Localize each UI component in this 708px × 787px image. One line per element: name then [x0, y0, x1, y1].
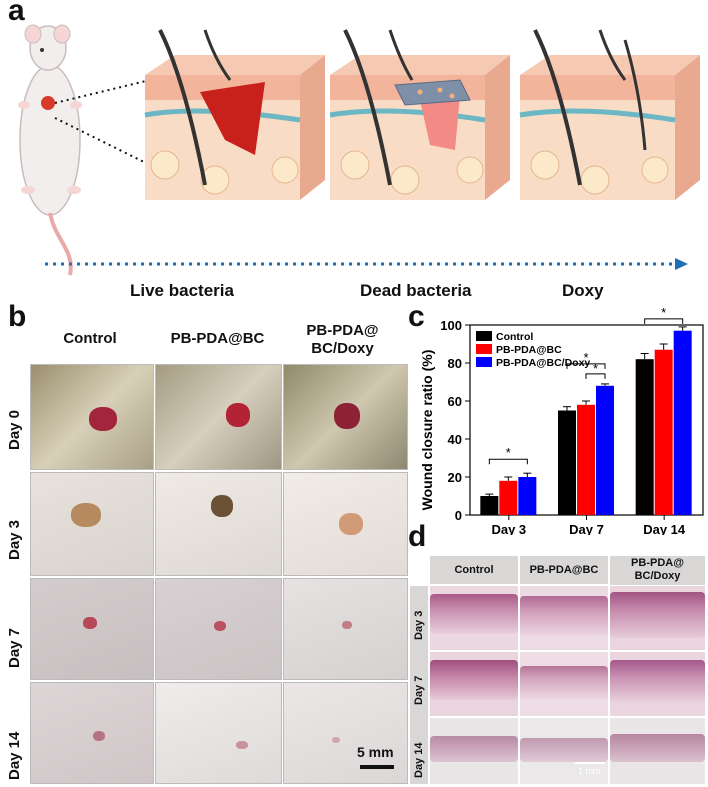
histology-image: [610, 586, 705, 650]
bar: [635, 359, 654, 515]
legend-live-bacteria: Live bacteria: [130, 281, 234, 300]
bar: [654, 349, 673, 515]
wound-photo: [30, 578, 154, 680]
y-tick-label: 60: [448, 394, 462, 409]
x-tick-label: Day 3: [491, 522, 526, 535]
photo-row-day0: Day 0: [6, 409, 23, 450]
wound-photo: [283, 472, 408, 576]
bar: [596, 385, 614, 515]
wound-photo: [155, 472, 282, 576]
skin-block-wound: [144, 29, 325, 200]
scale-bar-1mm: [575, 762, 605, 764]
bar: [673, 330, 692, 515]
panel-c-letter: c: [408, 300, 425, 333]
legend-label: Control: [496, 331, 533, 343]
histo-col-control: Control: [430, 556, 518, 584]
skin-block-healed: [519, 29, 700, 200]
histology-image: [430, 652, 518, 716]
bar: [577, 404, 595, 515]
histo-row-day14: Day 14: [413, 742, 425, 778]
photo-row-day14: Day 14: [6, 731, 23, 780]
scale-bar-5mm: [360, 765, 394, 769]
wound-photo: [155, 578, 282, 680]
wound-photo: [30, 364, 154, 470]
legend-doxy: Doxy: [562, 281, 604, 300]
legend-dead-bacteria: Dead bacteria: [360, 281, 472, 300]
significance-bracket: [488, 458, 528, 465]
wound-photo: [155, 364, 282, 470]
legend-swatch: [476, 331, 492, 341]
significance-mark: *: [583, 350, 588, 365]
significance-bracket: [585, 373, 606, 379]
scale-bar-5mm-label: 5 mm: [357, 744, 394, 760]
photo-row-day3: Day 3: [6, 519, 23, 560]
y-tick-label: 80: [448, 356, 462, 371]
scale-bar-1mm-label: 1 mm: [578, 766, 601, 776]
significance-mark: *: [593, 361, 598, 376]
significance-mark: *: [661, 305, 666, 320]
histo-row-day3: Day 3: [413, 610, 425, 640]
y-tick-label: 40: [448, 432, 462, 447]
x-tick-label: Day 7: [569, 522, 604, 535]
histology-image: [430, 718, 518, 784]
histo-col-pb-pda-bc: PB-PDA@BC: [520, 556, 608, 584]
histology-image: [610, 718, 705, 784]
photo-col-pb-pda-bc: PB-PDA@BC: [170, 330, 265, 347]
panel-b-letter: b: [8, 300, 27, 333]
skin-block-dressing: [329, 29, 510, 200]
y-axis-label: Wound closure ratio (%): [419, 350, 435, 511]
histology-image: [430, 586, 518, 650]
histo-row-day7: Day 7: [413, 675, 425, 705]
legend-swatch: [476, 344, 492, 354]
histology-image: [520, 652, 608, 716]
photo-col-pb-pda-bc-doxy: PB-PDA@ BC/Doxy: [306, 322, 379, 357]
significance-mark: *: [506, 445, 511, 460]
wound-photo: [30, 472, 154, 576]
bar: [499, 480, 518, 515]
photo-col-control: Control: [63, 330, 117, 347]
bar: [480, 496, 499, 515]
y-tick-label: 0: [455, 508, 462, 523]
panel-a-illustration: [18, 24, 700, 276]
legend-label: PB-PDA@BC: [496, 344, 562, 356]
x-tick-label: Day 14: [643, 522, 686, 535]
wound-closure-chart: 0 20 40 60 80 100 Wound closure ratio (%) Day 3…: [419, 305, 704, 535]
significance-bracket: [644, 318, 684, 324]
bar: [518, 477, 537, 515]
legend-label: PB-PDA@BC/Doxy: [496, 357, 590, 369]
histo-row-label-strip: [410, 586, 428, 784]
significance-bracket: [566, 363, 606, 369]
wound-photo: [283, 364, 408, 470]
legend-swatch: [476, 357, 492, 367]
histology-image: [520, 718, 608, 784]
y-tick-label: 100: [440, 318, 462, 333]
y-tick-label: 20: [448, 470, 462, 485]
histo-col-pb-pda-bc-doxy: PB-PDA@ BC/Doxy: [610, 556, 705, 585]
bar: [558, 410, 576, 515]
mouse-illustration: [18, 24, 82, 276]
wound-photo: [155, 682, 282, 784]
histology-image: [610, 652, 705, 716]
panel-d-letter: d: [408, 520, 427, 553]
wound-photo: [283, 578, 408, 680]
panel-a-letter: a: [8, 0, 25, 27]
wound-photo: [30, 682, 154, 784]
photo-row-day7: Day 7: [6, 627, 23, 668]
histology-image: [520, 586, 608, 650]
